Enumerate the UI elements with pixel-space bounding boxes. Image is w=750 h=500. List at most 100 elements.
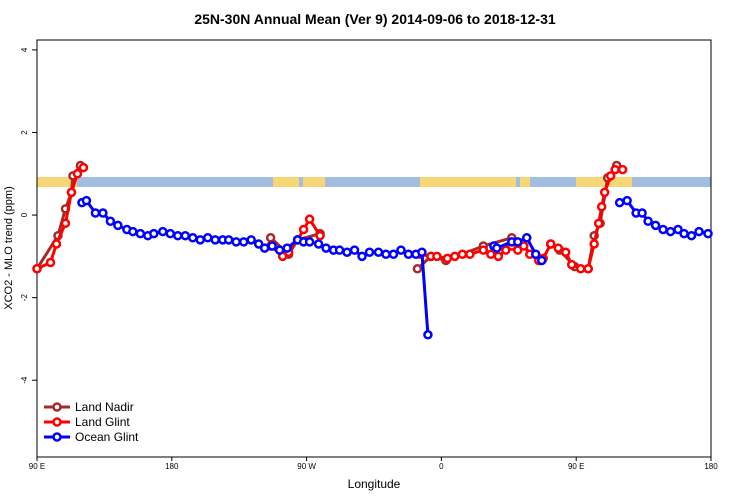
x-tick-label: 90 W bbox=[297, 462, 316, 471]
data-point bbox=[334, 245, 345, 255]
data-point bbox=[650, 220, 661, 231]
data-point bbox=[349, 245, 360, 255]
data-point bbox=[486, 249, 496, 260]
x-tick-label: 0 bbox=[439, 462, 444, 471]
data-point bbox=[180, 230, 191, 241]
data-point bbox=[679, 228, 689, 239]
data-point bbox=[357, 251, 367, 262]
data-point bbox=[113, 220, 123, 231]
data-point bbox=[381, 249, 391, 260]
data-point bbox=[465, 249, 475, 260]
ocean-band bbox=[37, 177, 711, 187]
data-point bbox=[432, 251, 442, 262]
data-point bbox=[637, 208, 647, 218]
data-point bbox=[412, 263, 423, 274]
land-band bbox=[576, 177, 632, 187]
data-point bbox=[173, 230, 183, 241]
data-point bbox=[304, 214, 315, 224]
y-axis-title: XCO2 - MLO trend (ppm) bbox=[3, 186, 15, 309]
data-point bbox=[298, 224, 309, 235]
data-point bbox=[195, 235, 206, 245]
legend-marker bbox=[52, 417, 62, 427]
chart-title: 25N-30N Annual Mean (Ver 9) 2014-09-06 t… bbox=[194, 11, 556, 27]
data-point bbox=[457, 249, 468, 260]
data-point bbox=[596, 202, 607, 212]
land-band bbox=[420, 177, 516, 187]
land-band bbox=[303, 177, 325, 187]
land-band bbox=[520, 177, 530, 187]
data-point bbox=[267, 241, 277, 251]
data-point bbox=[78, 162, 89, 173]
data-point bbox=[522, 233, 532, 243]
data-point bbox=[313, 239, 324, 249]
data-point bbox=[66, 187, 77, 198]
data-point bbox=[165, 228, 176, 239]
data-point bbox=[513, 237, 523, 247]
data-point bbox=[90, 208, 101, 218]
data-point bbox=[545, 239, 556, 249]
x-tick-label: 90 E bbox=[29, 462, 45, 471]
data-point bbox=[605, 171, 616, 181]
data-point bbox=[238, 237, 249, 247]
data-point bbox=[98, 208, 108, 218]
data-point bbox=[403, 249, 414, 260]
data-point bbox=[617, 164, 628, 175]
data-point bbox=[135, 228, 146, 239]
y-tick-label: 0 bbox=[20, 212, 29, 217]
data-point bbox=[694, 226, 704, 237]
data-point bbox=[321, 243, 331, 253]
data-point bbox=[423, 330, 433, 340]
data-point bbox=[373, 247, 384, 257]
y-tick-label: 2 bbox=[20, 130, 29, 135]
data-point bbox=[686, 230, 697, 241]
data-point bbox=[265, 233, 276, 243]
legend-label: Ocean Glint bbox=[75, 430, 139, 444]
data-point bbox=[537, 255, 547, 266]
y-tick-label: -4 bbox=[20, 376, 29, 384]
data-point bbox=[703, 228, 713, 239]
data-point bbox=[32, 263, 42, 274]
data-point bbox=[614, 197, 625, 208]
data-point bbox=[396, 245, 406, 255]
data-point bbox=[188, 233, 198, 243]
y-tick-label: -2 bbox=[20, 294, 29, 302]
land-band bbox=[273, 177, 299, 187]
data-point bbox=[274, 245, 285, 255]
data-point bbox=[223, 235, 234, 245]
data-point bbox=[665, 226, 676, 237]
data-point bbox=[593, 218, 604, 229]
data-point bbox=[673, 224, 683, 235]
data-point bbox=[493, 251, 504, 262]
data-point bbox=[442, 253, 453, 264]
data-point bbox=[72, 169, 83, 179]
data-point bbox=[158, 226, 168, 237]
x-tick-label: 180 bbox=[704, 462, 718, 471]
legend-marker bbox=[52, 432, 62, 442]
data-point bbox=[417, 247, 427, 257]
data-point bbox=[282, 243, 292, 253]
data-point bbox=[45, 257, 56, 268]
data-point bbox=[253, 239, 264, 249]
data-point bbox=[51, 239, 62, 249]
data-point bbox=[643, 216, 653, 227]
data-point bbox=[589, 239, 599, 249]
data-point bbox=[128, 226, 138, 237]
data-point bbox=[566, 259, 577, 270]
data-point bbox=[105, 216, 116, 227]
data-point bbox=[478, 245, 489, 255]
data-point bbox=[560, 247, 571, 257]
data-point bbox=[450, 251, 460, 262]
data-point bbox=[388, 249, 399, 260]
data-point bbox=[658, 224, 668, 235]
data-point bbox=[81, 195, 92, 206]
land-band bbox=[37, 177, 77, 187]
data-point bbox=[492, 243, 502, 253]
x-tick-label: 90 E bbox=[568, 462, 584, 471]
data-point bbox=[622, 195, 632, 206]
data-point bbox=[575, 263, 586, 274]
data-point bbox=[599, 187, 610, 198]
legend-label: Land Nadir bbox=[75, 400, 134, 414]
data-point bbox=[519, 241, 529, 251]
data-point bbox=[364, 247, 375, 257]
